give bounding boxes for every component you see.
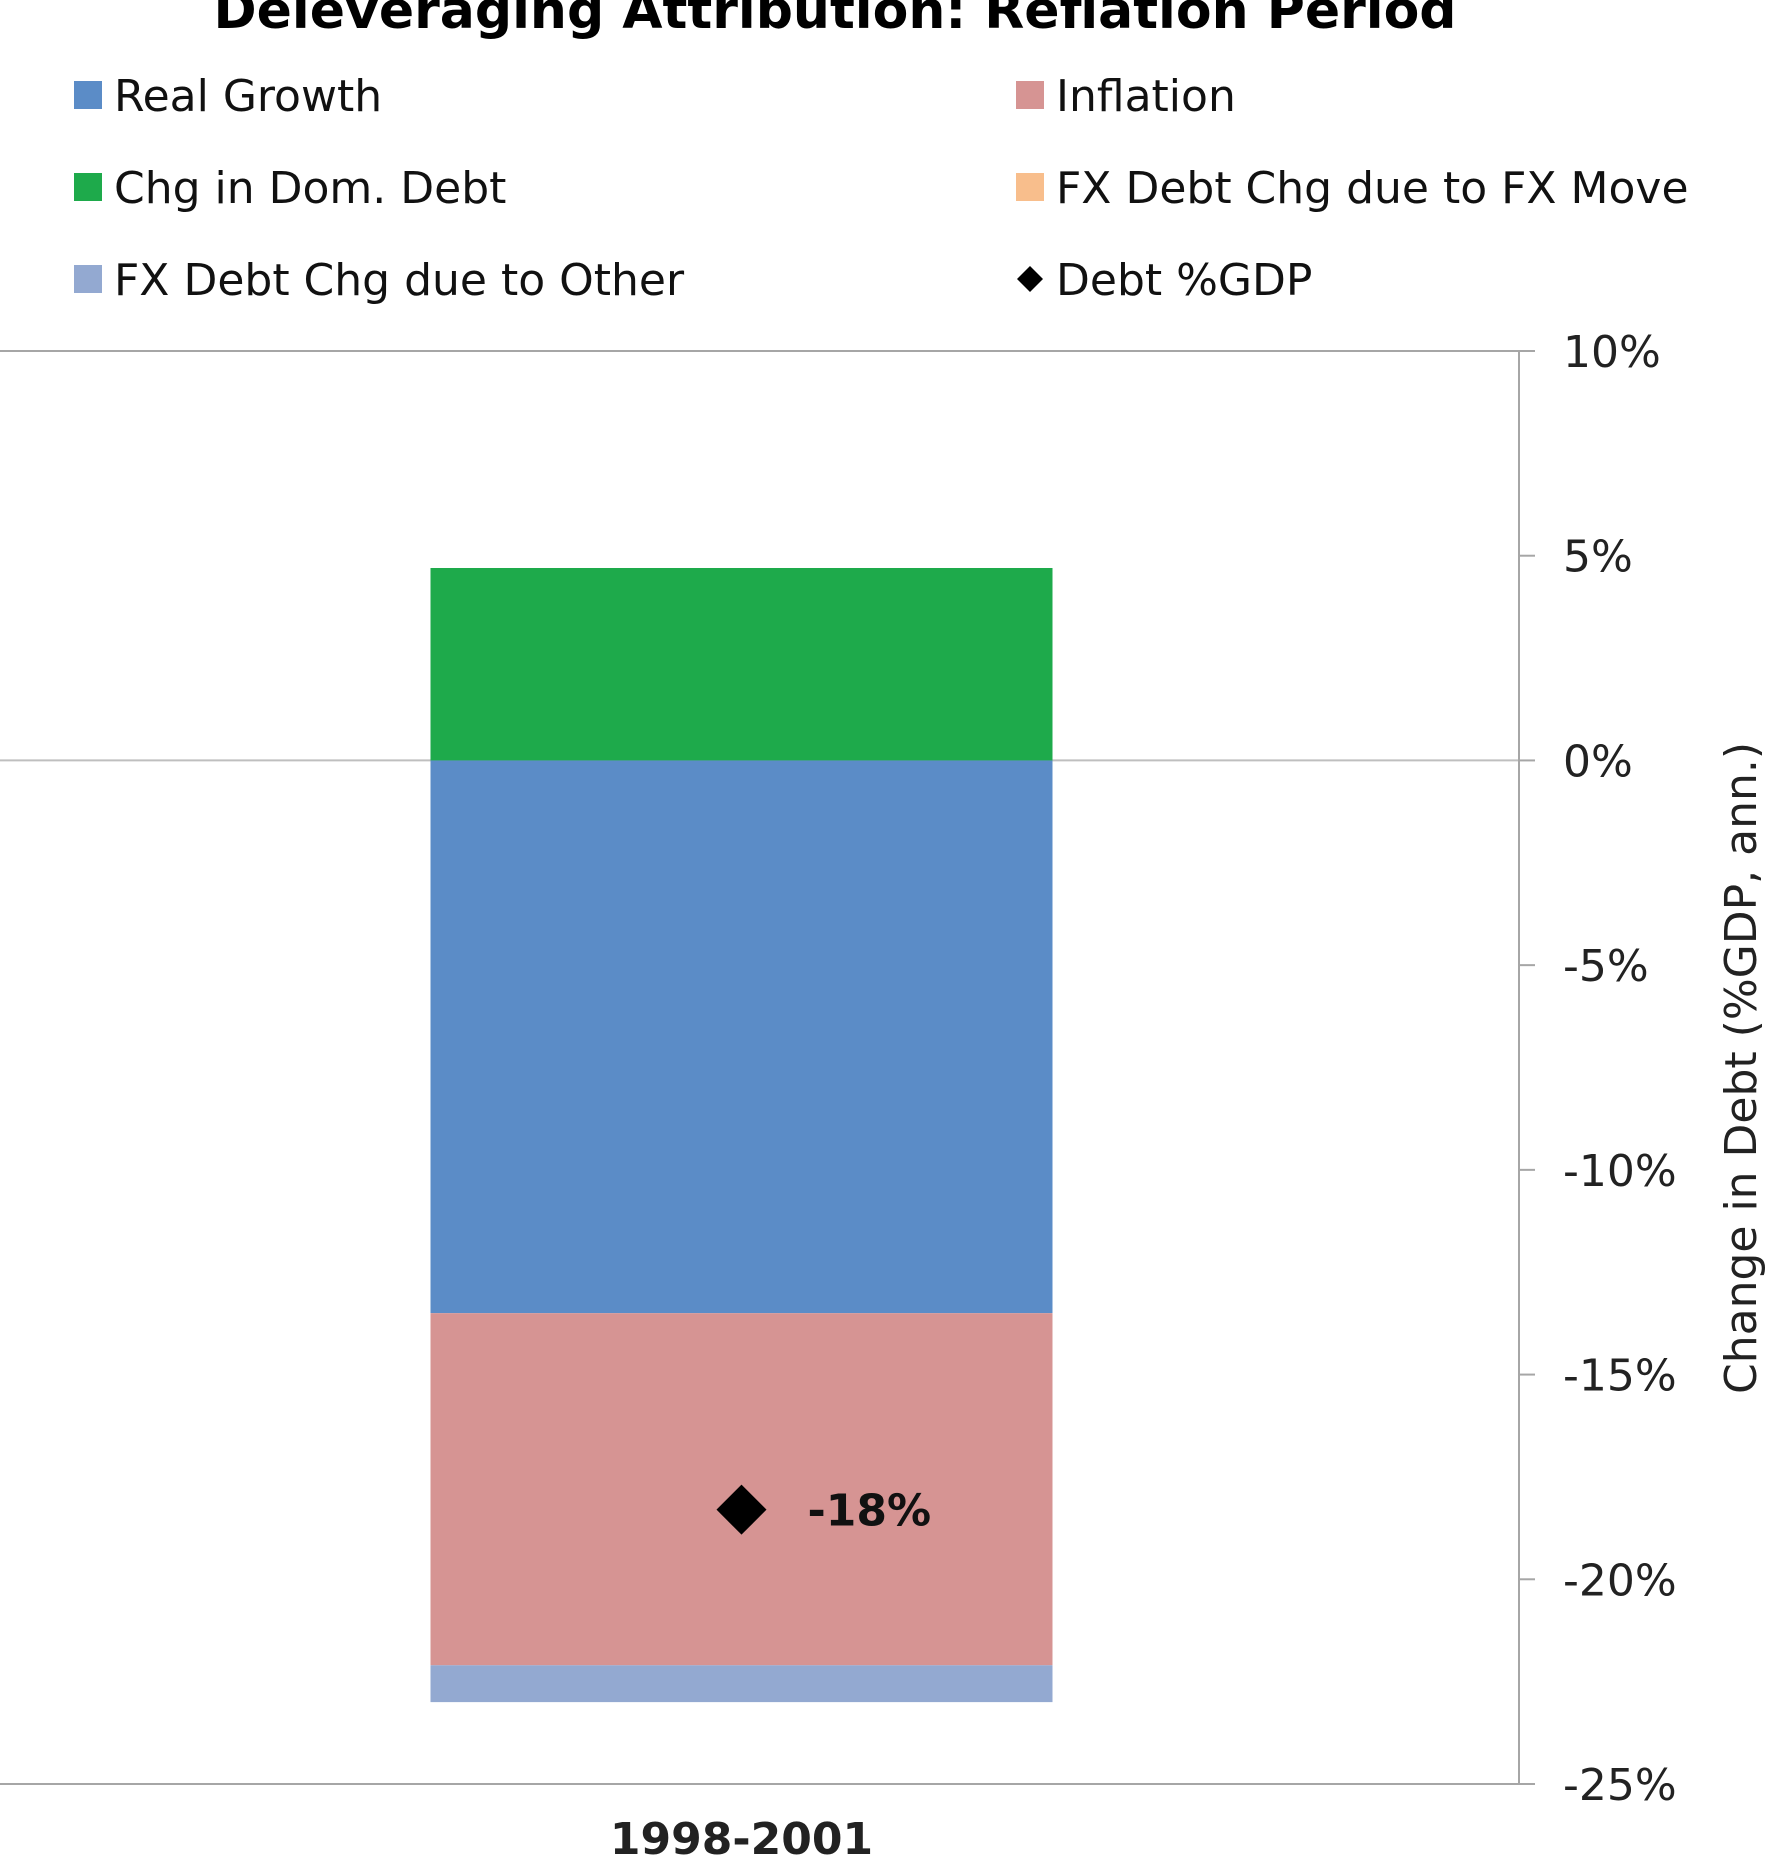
chart-legend: Real Growth Inflation Chg in Dom. Debt FX D… bbox=[74, 71, 1689, 306]
x-tick-label-1998-2001: 1998-2001 bbox=[610, 1814, 873, 1865]
legend-label-real-growth: Real Growth bbox=[114, 71, 382, 122]
legend-label-inflation: Inflation bbox=[1056, 71, 1236, 122]
y-tick-label-10: -10% bbox=[1563, 1146, 1677, 1197]
y-axis-title: Change in Debt (%GDP, ann.) bbox=[1716, 742, 1767, 1394]
legend-label-chg-in-dom-debt: Chg in Dom. Debt bbox=[114, 163, 506, 214]
legend-label-debt-gdp: Debt %GDP bbox=[1056, 255, 1312, 306]
y-tick-label-25: -25% bbox=[1563, 1760, 1677, 1811]
legend-swatch-inflation bbox=[1016, 81, 1044, 109]
legend-swatch-debt-gdp bbox=[1017, 266, 1043, 292]
y-axis: 10% 5% 0% -5% -10% -15% -20% -25% bbox=[1518, 327, 1677, 1811]
legend-item-fx-debt-chg-due-to-other: FX Debt Chg due to Other bbox=[74, 255, 685, 306]
legend-swatch-real-growth bbox=[74, 81, 102, 109]
marker-layer: -18% bbox=[716, 1484, 932, 1537]
chart-title: Deleveraging Attribution: Reflation Peri… bbox=[213, 0, 1456, 41]
legend-item-fx-debt-chg-due-to-fx-move: FX Debt Chg due to FX Move bbox=[1016, 163, 1689, 214]
bar-segment-fx-debt-chg-due-to-other-1998-2001 bbox=[430, 1665, 1053, 1703]
y-tick-label-5: -5% bbox=[1563, 941, 1649, 992]
y-tick-label-10: 10% bbox=[1563, 327, 1661, 378]
legend-item-chg-in-dom-debt: Chg in Dom. Debt bbox=[74, 163, 506, 214]
legend-label-fx-debt-chg-due-to-fx-move: FX Debt Chg due to FX Move bbox=[1056, 163, 1689, 214]
y-tick-label-0: 0% bbox=[1563, 736, 1633, 787]
y-tick-label-15: -15% bbox=[1563, 1351, 1677, 1402]
legend-swatch-fx-debt-chg-due-to-fx-move bbox=[1016, 173, 1044, 201]
y-tick-label-20: -20% bbox=[1563, 1555, 1677, 1606]
x-axis: 1998-2001 bbox=[610, 1814, 873, 1865]
legend-item-real-growth: Real Growth bbox=[74, 71, 382, 122]
data-label-debt-gdp-1998-2001: -18% bbox=[808, 1486, 932, 1537]
legend-item-debt-gdp: Debt %GDP bbox=[1017, 255, 1312, 306]
y-tick-label-5: 5% bbox=[1563, 532, 1633, 583]
legend-item-inflation: Inflation bbox=[1016, 71, 1236, 122]
bar-segment-real-growth-1998-2001 bbox=[430, 760, 1053, 1314]
marker-debt-gdp-1998-2001 bbox=[716, 1484, 767, 1535]
legend-swatch-chg-in-dom-debt bbox=[74, 173, 102, 201]
bar-segment-chg-in-dom-debt-1998-2001 bbox=[430, 567, 1053, 761]
legend-label-fx-debt-chg-due-to-other: FX Debt Chg due to Other bbox=[114, 255, 685, 306]
legend-swatch-fx-debt-chg-due-to-other bbox=[74, 265, 102, 293]
